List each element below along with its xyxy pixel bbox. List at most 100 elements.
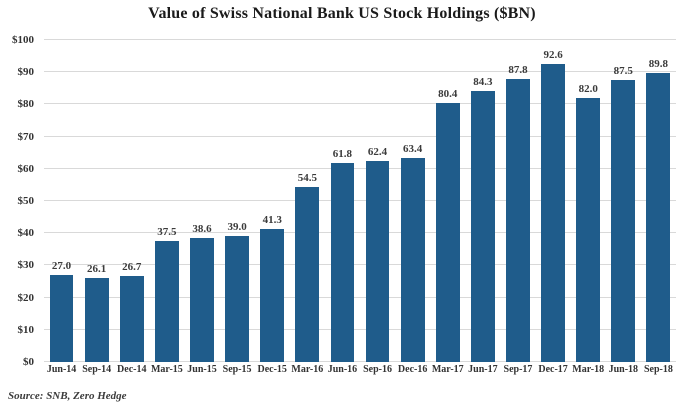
y-tick-label: $0 (23, 356, 34, 368)
bar-column: 87.8 (500, 40, 535, 362)
x-tick-label: Jun-18 (608, 364, 639, 375)
bar-value-label: 26.7 (122, 261, 142, 274)
bar (541, 63, 566, 362)
bar (330, 163, 355, 362)
x-tick-label: Jun-14 (46, 364, 77, 375)
gridline (44, 200, 676, 201)
bar-value-label: 62.4 (367, 146, 388, 159)
bar-value-label: 82.0 (578, 82, 598, 95)
gridline (44, 264, 676, 266)
gridline (44, 361, 676, 362)
gridline (44, 328, 676, 330)
x-tick-label: Sep-16 (363, 364, 392, 375)
y-tick-label: $80 (17, 98, 35, 111)
bar-value-label: 41.3 (262, 214, 282, 227)
bar (646, 72, 671, 362)
y-tick-label: $60 (17, 162, 35, 175)
x-axis: Jun-14 Sep-14 Dec-14 Mar-15 Jun-15 Sep-15 Dec-… (44, 364, 676, 375)
bar-column: 84.3 (465, 40, 500, 362)
x-tick-label: Mar-18 (572, 364, 605, 375)
x-tick-label: Jun-15 (187, 364, 217, 375)
bar (611, 80, 636, 362)
x-tick-label: Sep-14 (82, 364, 112, 375)
gridline (44, 135, 676, 137)
bar-value-label: 27.0 (51, 260, 72, 273)
gridline (44, 296, 676, 298)
bar (435, 103, 460, 362)
bar-column: 38.6 (184, 40, 219, 362)
gridline (44, 103, 676, 105)
y-tick-label: $40 (17, 227, 35, 240)
bar-column: 41.3 (255, 40, 290, 362)
bar-column: 61.8 (325, 40, 360, 362)
y-tick-label: $70 (17, 130, 35, 143)
x-tick-label: Dec-15 (257, 364, 287, 375)
y-tick-label: $100 (12, 34, 34, 46)
bar (470, 90, 495, 362)
bar-column: 27.0 (44, 40, 79, 362)
bar-value-label: 37.5 (157, 226, 177, 239)
y-tick-label: $50 (17, 195, 35, 207)
bar-value-label: 63.4 (403, 142, 423, 155)
bar (400, 157, 425, 362)
gridline (44, 167, 676, 169)
bar-value-label: 89.8 (648, 57, 669, 70)
bar (84, 277, 109, 362)
x-tick-label: Jun-17 (468, 364, 498, 375)
chart-title: Value of Swiss National Bank US Stock Ho… (148, 5, 536, 22)
bar-value-label: 80.4 (438, 88, 458, 101)
gridline (44, 39, 676, 40)
bar (225, 236, 250, 362)
bar-column: 39.0 (220, 40, 255, 362)
bar-value-label: 84.3 (473, 75, 493, 88)
bar-column: 89.8 (641, 40, 676, 362)
bar (154, 241, 179, 362)
bar-column: 26.7 (114, 40, 149, 362)
bar-column: 87.5 (606, 40, 641, 362)
bar-column: 54.5 (290, 40, 325, 362)
bar (49, 275, 74, 362)
bar-value-label: 39.0 (227, 221, 247, 234)
y-tick-label: $20 (17, 291, 35, 304)
bar-value-label: 87.5 (613, 65, 633, 78)
x-tick-label: Dec-14 (117, 364, 147, 375)
bar (365, 161, 390, 362)
x-tick-label: Mar-17 (431, 364, 464, 375)
x-tick-label: Sep-15 (222, 364, 252, 375)
bar-column: 80.4 (430, 40, 465, 362)
bar (119, 276, 144, 362)
gridline (44, 71, 676, 73)
bar-series: 27.0 26.1 26.7 37.5 38.6 39.0 41.3 54.5 61.8 62.4… (44, 40, 676, 362)
x-tick-label: Jun-16 (327, 364, 358, 375)
bar-value-label: 61.8 (332, 148, 353, 161)
bar (190, 237, 214, 362)
bar (576, 97, 601, 362)
bar (295, 186, 320, 362)
bar-value-label: 87.8 (508, 64, 528, 77)
bar-value-label: 26.1 (87, 262, 107, 275)
x-tick-label: Sep-18 (643, 364, 673, 375)
source-note: Source: SNB, Zero Hedge (8, 390, 127, 402)
x-tick-label: Mar-16 (291, 364, 324, 375)
y-axis: $0 $10 $20 $30 $40 $50 $60 $70 $80 $90 $100 (0, 34, 38, 368)
gridline (44, 232, 676, 234)
bar-value-label: 92.6 (543, 48, 563, 61)
y-tick-label: $30 (17, 259, 35, 272)
x-tick-label: Sep-17 (503, 364, 533, 375)
x-tick-label: Dec-16 (397, 364, 428, 375)
bar (260, 229, 285, 362)
bar-value-label: 38.6 (192, 222, 212, 235)
bar (506, 79, 530, 362)
bar-value-label: 54.5 (297, 171, 317, 184)
bar-column: 37.5 (149, 40, 184, 362)
y-tick-label: $10 (17, 323, 35, 336)
bar-column: 82.0 (571, 40, 606, 362)
y-tick-label: $90 (17, 66, 35, 79)
bar-column: 62.4 (360, 40, 395, 362)
bar-column: 92.6 (536, 40, 571, 362)
x-tick-label: Mar-15 (150, 364, 183, 375)
x-tick-label: Dec-17 (538, 364, 568, 375)
bar-column: 63.4 (395, 40, 430, 362)
plot-area: 27.0 26.1 26.7 37.5 38.6 39.0 41.3 54.5 61.8 62.4… (44, 39, 676, 362)
